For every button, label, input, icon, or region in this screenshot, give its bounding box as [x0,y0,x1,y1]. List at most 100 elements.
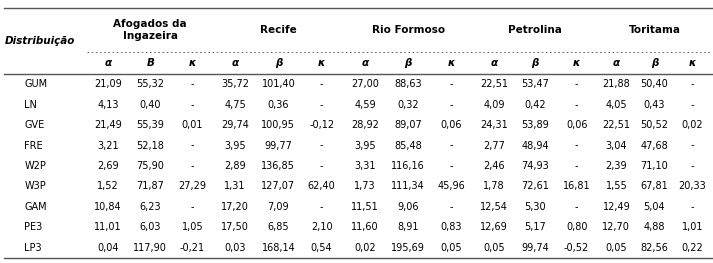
Text: 20,33: 20,33 [679,181,707,191]
Text: W3P: W3P [24,181,46,191]
Text: 5,17: 5,17 [524,222,546,232]
Text: -: - [320,161,324,171]
Text: 0,22: 0,22 [682,242,704,252]
Text: 1,31: 1,31 [225,181,246,191]
Text: 0,40: 0,40 [140,100,161,110]
Text: 53,47: 53,47 [521,79,549,89]
Text: 11,51: 11,51 [351,202,379,212]
Text: Petrolina: Petrolina [508,25,562,35]
Text: GVE: GVE [24,120,45,130]
Text: 0,05: 0,05 [483,242,505,252]
Text: 7,09: 7,09 [267,202,289,212]
Text: Toritama: Toritama [628,25,680,35]
Text: 6,03: 6,03 [140,222,161,232]
Text: GAM: GAM [24,202,47,212]
Text: 4,88: 4,88 [644,222,665,232]
Text: -: - [450,100,453,110]
Text: FRE: FRE [24,140,43,150]
Text: 5,04: 5,04 [644,202,665,212]
Text: 111,34: 111,34 [391,181,425,191]
Text: -: - [190,140,194,150]
Text: 12,69: 12,69 [480,222,508,232]
Text: PE3: PE3 [24,222,43,232]
Text: 3,04: 3,04 [605,140,627,150]
Text: 11,01: 11,01 [94,222,122,232]
Text: -: - [450,161,453,171]
Text: -: - [450,202,453,212]
Text: 1,01: 1,01 [682,222,703,232]
Text: 1,73: 1,73 [354,181,376,191]
Text: 2,39: 2,39 [605,161,627,171]
Text: β: β [404,58,412,68]
Text: 88,63: 88,63 [394,79,422,89]
Text: -: - [691,161,694,171]
Text: 53,89: 53,89 [521,120,549,130]
Text: 101,40: 101,40 [262,79,295,89]
Text: 5,30: 5,30 [525,202,546,212]
Text: β: β [275,58,282,68]
Text: κ: κ [689,58,696,68]
Text: Rio Formoso: Rio Formoso [371,25,445,35]
Text: 48,94: 48,94 [521,140,549,150]
Text: 2,77: 2,77 [483,140,505,150]
Text: 71,87: 71,87 [136,181,164,191]
Text: 2,46: 2,46 [483,161,505,171]
Text: 17,50: 17,50 [221,222,249,232]
Text: -: - [190,161,194,171]
Text: -0,21: -0,21 [180,242,205,252]
Text: 16,81: 16,81 [563,181,590,191]
Text: -: - [575,161,578,171]
Text: 1,52: 1,52 [97,181,119,191]
Text: 0,32: 0,32 [397,100,419,110]
Text: 27,29: 27,29 [178,181,206,191]
Text: 0,03: 0,03 [225,242,246,252]
Text: -: - [575,202,578,212]
Text: 85,48: 85,48 [394,140,422,150]
Text: 0,05: 0,05 [605,242,627,252]
Text: 0,43: 0,43 [644,100,665,110]
Text: 9,06: 9,06 [397,202,419,212]
Text: 50,52: 50,52 [640,120,669,130]
Text: 12,54: 12,54 [480,202,508,212]
Text: 4,13: 4,13 [98,100,119,110]
Text: B: B [146,58,154,68]
Text: 117,90: 117,90 [133,242,168,252]
Text: Distribuição: Distribuição [5,36,76,46]
Text: α: α [105,58,112,68]
Text: -: - [691,202,694,212]
Text: 12,70: 12,70 [602,222,630,232]
Text: 3,21: 3,21 [98,140,119,150]
Text: α: α [361,58,369,68]
Text: 0,36: 0,36 [267,100,289,110]
Text: 0,02: 0,02 [354,242,376,252]
Text: 1,55: 1,55 [605,181,627,191]
Text: 21,09: 21,09 [94,79,122,89]
Text: 3,95: 3,95 [225,140,246,150]
Text: -0,52: -0,52 [564,242,589,252]
Text: 0,06: 0,06 [441,120,462,130]
Text: α: α [612,58,620,68]
Text: α: α [491,58,498,68]
Text: 2,69: 2,69 [98,161,119,171]
Text: κ: κ [573,58,580,68]
Text: -0,12: -0,12 [309,120,334,130]
Text: 52,18: 52,18 [136,140,164,150]
Text: 10,84: 10,84 [94,202,122,212]
Text: 4,09: 4,09 [483,100,505,110]
Text: 0,54: 0,54 [311,242,332,252]
Text: 6,85: 6,85 [267,222,289,232]
Text: 82,56: 82,56 [640,242,668,252]
Text: 74,93: 74,93 [521,161,549,171]
Text: 3,95: 3,95 [354,140,376,150]
Text: -: - [320,202,324,212]
Text: 3,31: 3,31 [354,161,376,171]
Text: β: β [532,58,539,68]
Text: -: - [691,79,694,89]
Text: 168,14: 168,14 [262,242,295,252]
Text: 17,20: 17,20 [221,202,249,212]
Text: 0,42: 0,42 [525,100,546,110]
Text: 35,72: 35,72 [221,79,249,89]
Text: 1,05: 1,05 [182,222,203,232]
Text: 55,32: 55,32 [136,79,164,89]
Text: 47,68: 47,68 [640,140,668,150]
